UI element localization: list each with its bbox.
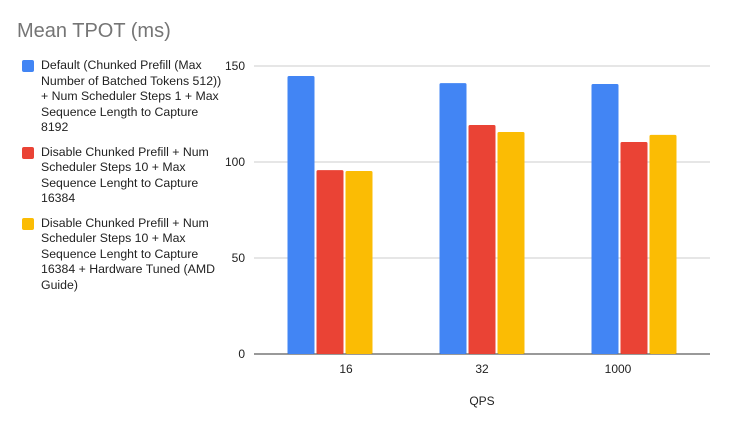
bar[interactable] — [439, 83, 467, 354]
y-tick-label: 100 — [224, 155, 245, 169]
legend-swatch — [22, 146, 34, 159]
bar[interactable] — [287, 75, 315, 354]
x-tick-label: 32 — [475, 362, 489, 376]
y-tick-label: 150 — [224, 59, 245, 73]
legend-item[interactable]: Disable Chunked Prefill + Num Scheduler … — [22, 216, 222, 294]
x-tick-label: 1000 — [604, 362, 632, 376]
y-tick-label: 50 — [231, 251, 245, 265]
legend-swatch — [22, 217, 34, 230]
y-tick-label: 0 — [238, 347, 245, 361]
bar[interactable] — [497, 132, 525, 354]
legend-label: Disable Chunked Prefill + Num Scheduler … — [41, 215, 215, 292]
legend-swatch — [22, 60, 34, 72]
legend-label: Disable Chunked Prefill + Num Scheduler … — [41, 144, 209, 206]
legend: Default (Chunked Prefill (Max Number of … — [22, 58, 222, 302]
legend-item[interactable]: Default (Chunked Prefill (Max Number of … — [22, 58, 222, 136]
bar[interactable] — [649, 134, 677, 354]
bar[interactable] — [345, 171, 373, 354]
bar[interactable] — [468, 124, 496, 354]
chart-title: Mean TPOT (ms) — [17, 20, 171, 42]
x-tick-label: 16 — [339, 362, 353, 376]
bar[interactable] — [620, 142, 648, 354]
legend-label: Default (Chunked Prefill (Max Number of … — [41, 58, 222, 134]
bar[interactable] — [316, 170, 344, 354]
x-axis-label: QPS — [469, 394, 495, 408]
bar[interactable] — [591, 84, 619, 354]
legend-item[interactable]: Disable Chunked Prefill + Num Scheduler … — [22, 145, 222, 207]
